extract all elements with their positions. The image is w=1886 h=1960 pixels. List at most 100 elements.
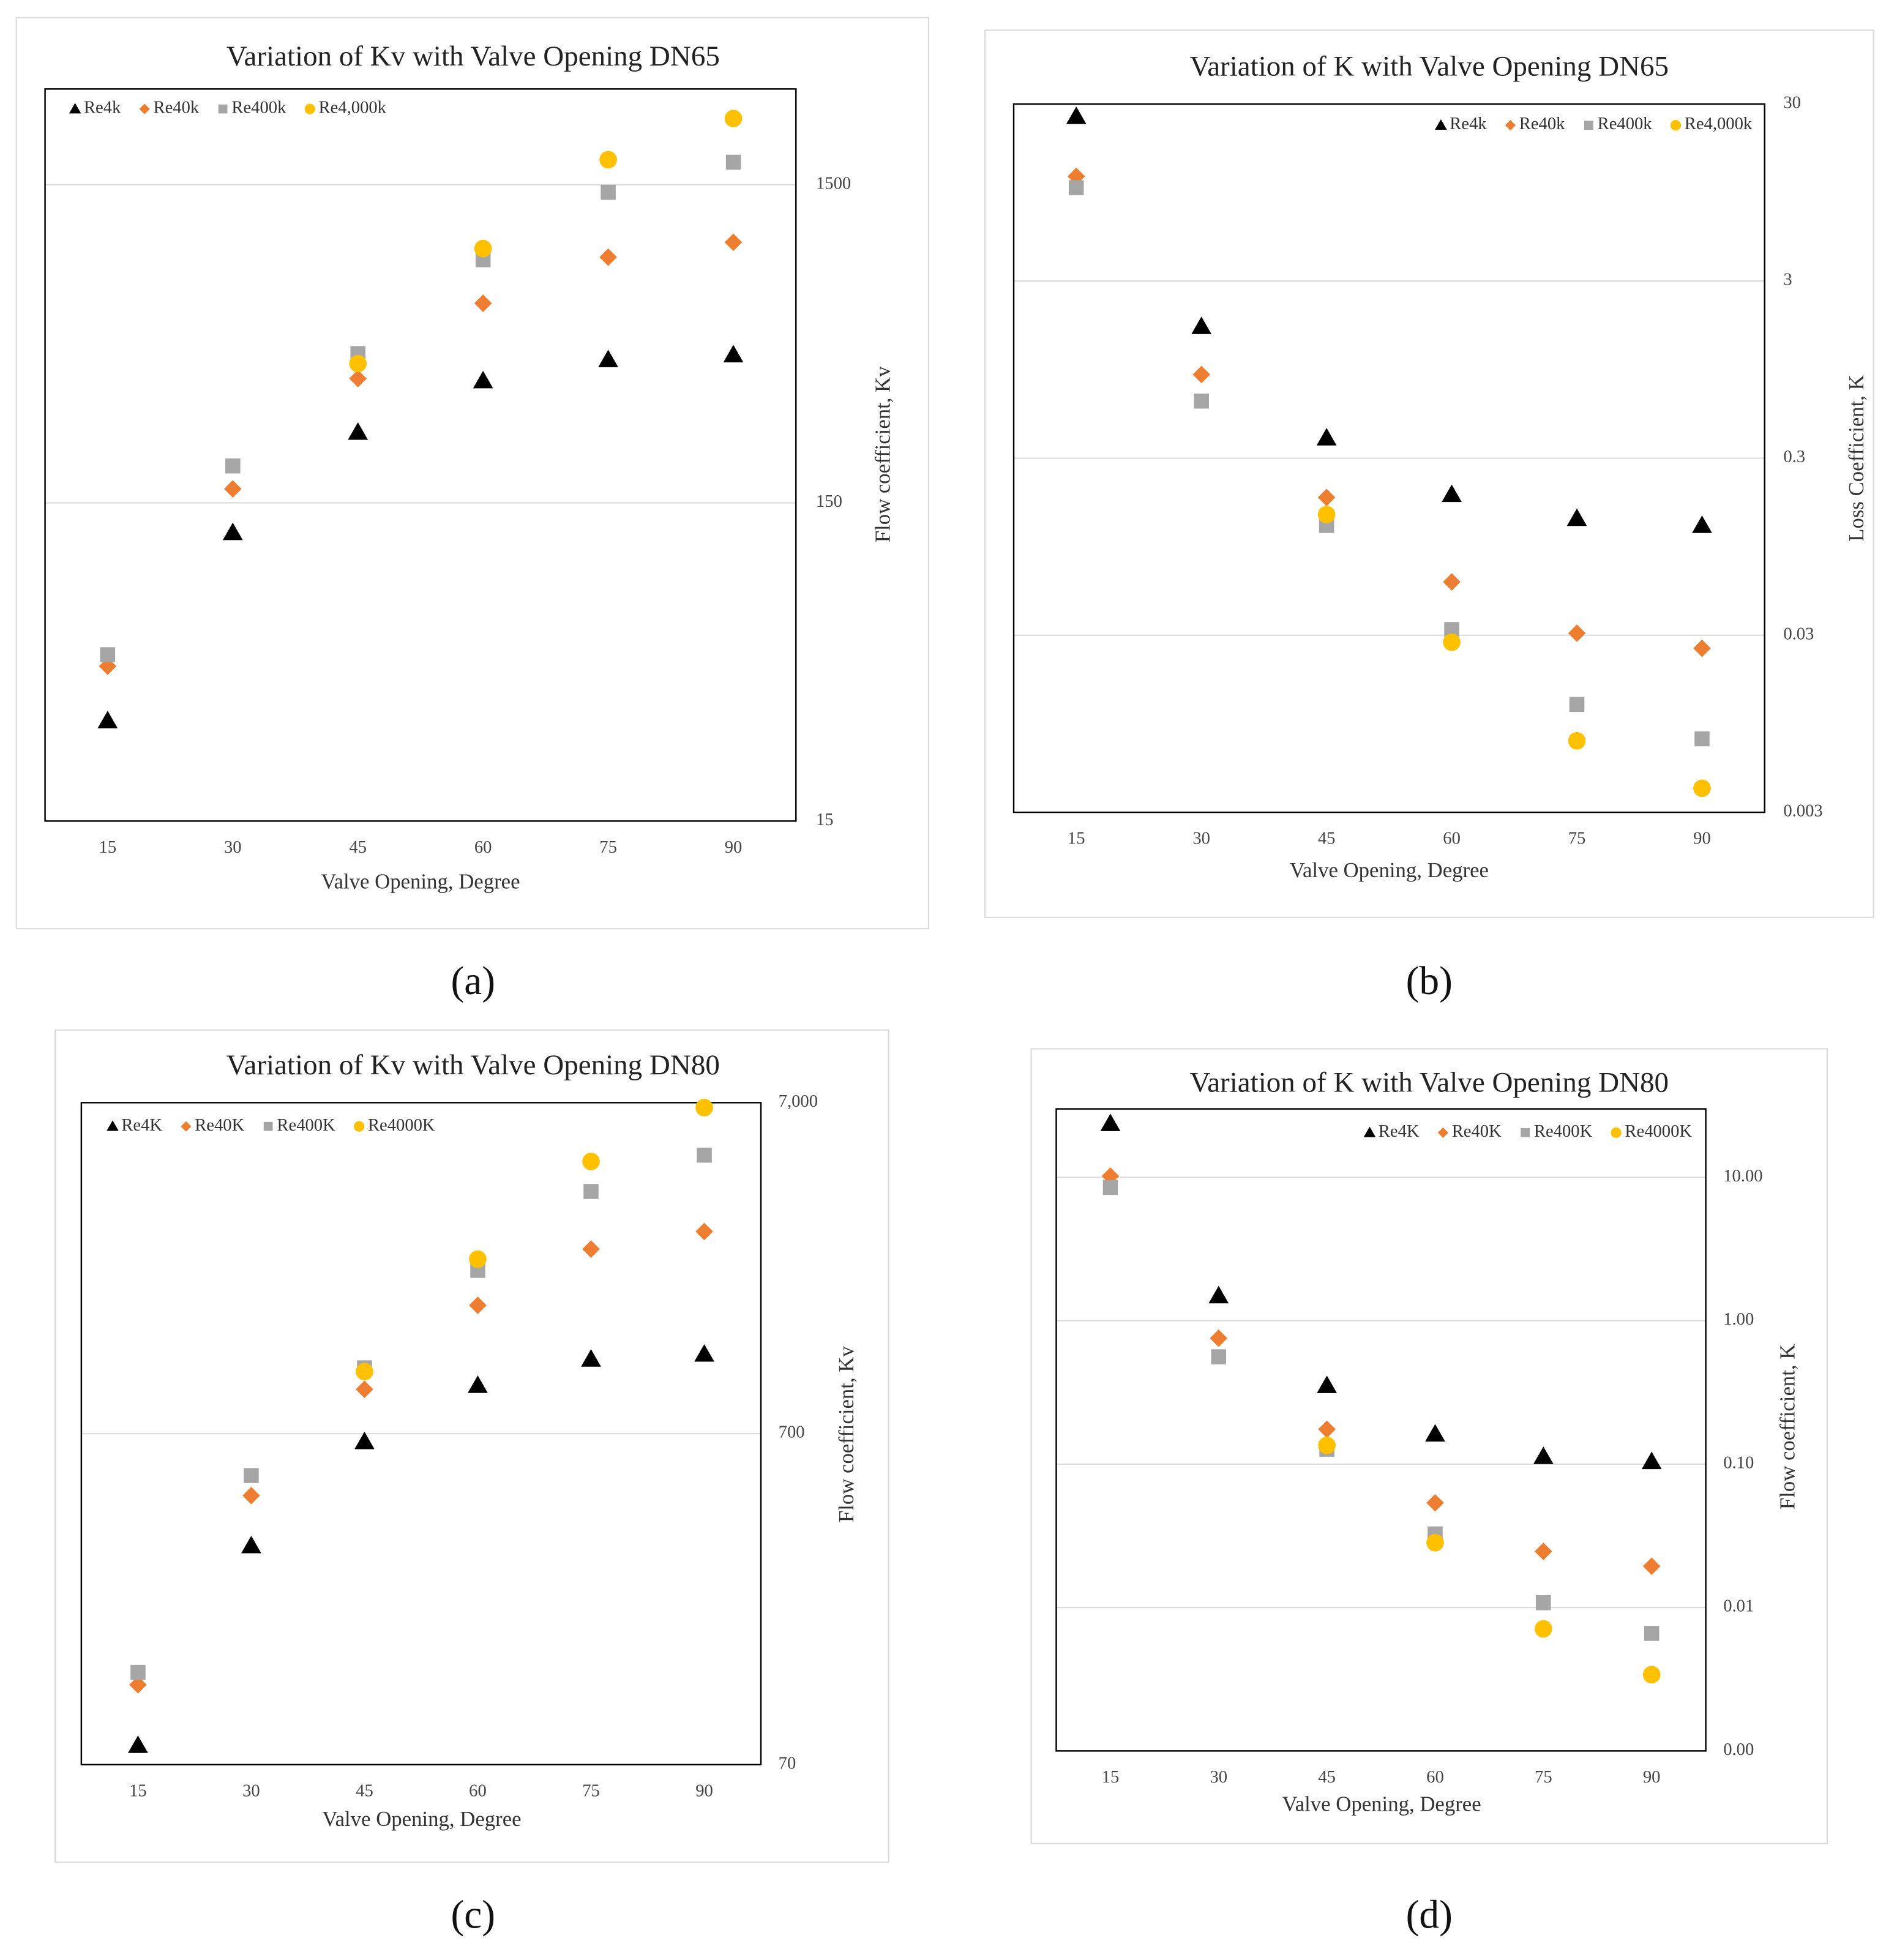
legend-label: Re400K: [1534, 1121, 1593, 1141]
x-axis-label: Valve Opening, Degree: [322, 1807, 521, 1831]
marker-diamond: [1318, 1420, 1336, 1438]
y-tick-label: 3: [1783, 270, 1792, 290]
marker-circle: [724, 110, 743, 127]
x-tick-label: 90: [1643, 1767, 1661, 1787]
legend-label: Re4000K: [1625, 1121, 1692, 1141]
x-tick-label: 60: [1443, 829, 1461, 848]
x-tick-label: 15: [99, 837, 117, 857]
x-tick-label: 30: [224, 837, 242, 857]
marker-triangle: [468, 1375, 488, 1393]
y-tick-label: 0.03: [1783, 624, 1814, 643]
y-axis-label: Flow coefficient, Kv: [834, 1346, 858, 1523]
x-tick-label: 45: [1318, 829, 1336, 848]
marker-diamond: [695, 1222, 713, 1241]
marker-circle: [1611, 1127, 1622, 1139]
legend-label: Re4k: [1450, 114, 1487, 133]
marker-triangle: [1317, 1375, 1337, 1393]
marker-triangle: [241, 1535, 261, 1554]
legend-label: Re400k: [231, 98, 286, 118]
x-tick-label: 15: [1068, 829, 1085, 848]
marker-triangle: [473, 370, 493, 389]
marker-diamond: [1642, 1557, 1661, 1576]
marker-diamond: [1505, 120, 1516, 131]
chart-title: Variation of Kv with Valve Opening DN65: [226, 40, 720, 72]
x-tick-label: 15: [129, 1781, 147, 1800]
marker-circle: [1317, 506, 1336, 523]
y-tick-label: 0.01: [1723, 1596, 1754, 1616]
legend-label: Re4k: [84, 98, 121, 118]
x-axis-label: Valve Opening, Degree: [321, 870, 520, 894]
legend-label: Re400k: [1598, 114, 1653, 133]
panel-caption: (b): [1406, 959, 1453, 1003]
marker-square: [1644, 1626, 1660, 1641]
y-tick-label: 0.00: [1723, 1740, 1754, 1759]
y-tick-label: 0.10: [1723, 1453, 1754, 1472]
marker-square: [100, 647, 116, 662]
legend-item: Re4K: [1363, 1121, 1420, 1141]
y-axis-label: Loss Coefficient, K: [1844, 375, 1868, 542]
legend-label: Re40k: [154, 98, 200, 118]
y-tick-label: 700: [779, 1423, 805, 1442]
marker-circle: [474, 239, 492, 258]
y-tick-label: 1500: [816, 173, 851, 193]
legend-item: Re40k: [139, 98, 200, 118]
marker-triangle: [1435, 119, 1447, 130]
legend-item: Re400K: [263, 1115, 335, 1135]
marker-triangle: [581, 1349, 601, 1367]
marker-circle: [304, 103, 315, 114]
marker-triangle: [1208, 1285, 1229, 1304]
plot-area: [1055, 1108, 1707, 1752]
marker-circle: [1426, 1533, 1444, 1552]
marker-triangle: [598, 350, 618, 367]
panel-caption: (d): [1406, 1893, 1453, 1937]
marker-triangle: [1100, 1113, 1121, 1131]
marker-circle: [582, 1153, 600, 1170]
x-tick-label: 75: [582, 1781, 600, 1800]
marker-triangle: [694, 1344, 714, 1362]
marker-triangle: [97, 711, 118, 728]
y-axis-label: Flow coefficient, Kv: [870, 366, 894, 543]
legend-item: Re400k: [218, 98, 286, 118]
marker-circle: [1693, 779, 1711, 798]
marker-square: [601, 184, 616, 200]
marker-diamond: [1693, 639, 1711, 657]
x-tick-label: 30: [1210, 1767, 1227, 1787]
marker-triangle: [1442, 484, 1462, 503]
legend-label: Re400K: [277, 1115, 335, 1135]
legend-label: Re40k: [1519, 114, 1565, 133]
chart-title: Variation of Kv with Valve Opening DN80: [226, 1049, 720, 1081]
marker-diamond: [724, 233, 743, 252]
marker-circle: [695, 1099, 713, 1117]
marker-triangle: [1363, 1126, 1376, 1137]
marker-circle: [356, 1363, 373, 1381]
legend-label: Re40K: [195, 1115, 244, 1135]
marker-circle: [599, 151, 617, 169]
plot-area: [1012, 103, 1765, 814]
marker-square: [1569, 697, 1585, 713]
legend-item: Re4k: [1435, 114, 1487, 133]
panel-frame: [984, 29, 1874, 918]
marker-triangle: [1566, 508, 1587, 526]
chart-title: Variation of K with Valve Opening DN80: [1189, 1067, 1669, 1099]
x-tick-label: 15: [1102, 1767, 1120, 1787]
marker-square: [244, 1468, 259, 1483]
marker-circle: [1642, 1666, 1661, 1684]
marker-square: [1194, 393, 1209, 409]
panel-caption: (a): [451, 959, 496, 1003]
marker-square: [218, 104, 228, 114]
x-tick-label: 45: [1318, 1767, 1336, 1787]
marker-circle: [469, 1250, 487, 1268]
panel-frame: [15, 17, 930, 930]
x-tick-label: 45: [349, 837, 367, 857]
legend-item: Re4,000k: [304, 98, 387, 118]
x-tick-label: 60: [469, 1781, 487, 1800]
y-tick-label: 150: [816, 492, 842, 511]
x-tick-label: 90: [695, 1781, 713, 1800]
y-axis-label: Flow coefficient, K: [1776, 1344, 1800, 1510]
x-tick-label: 90: [1693, 829, 1711, 848]
marker-triangle: [222, 522, 243, 540]
marker-triangle: [69, 103, 81, 114]
marker-circle: [354, 1121, 365, 1132]
